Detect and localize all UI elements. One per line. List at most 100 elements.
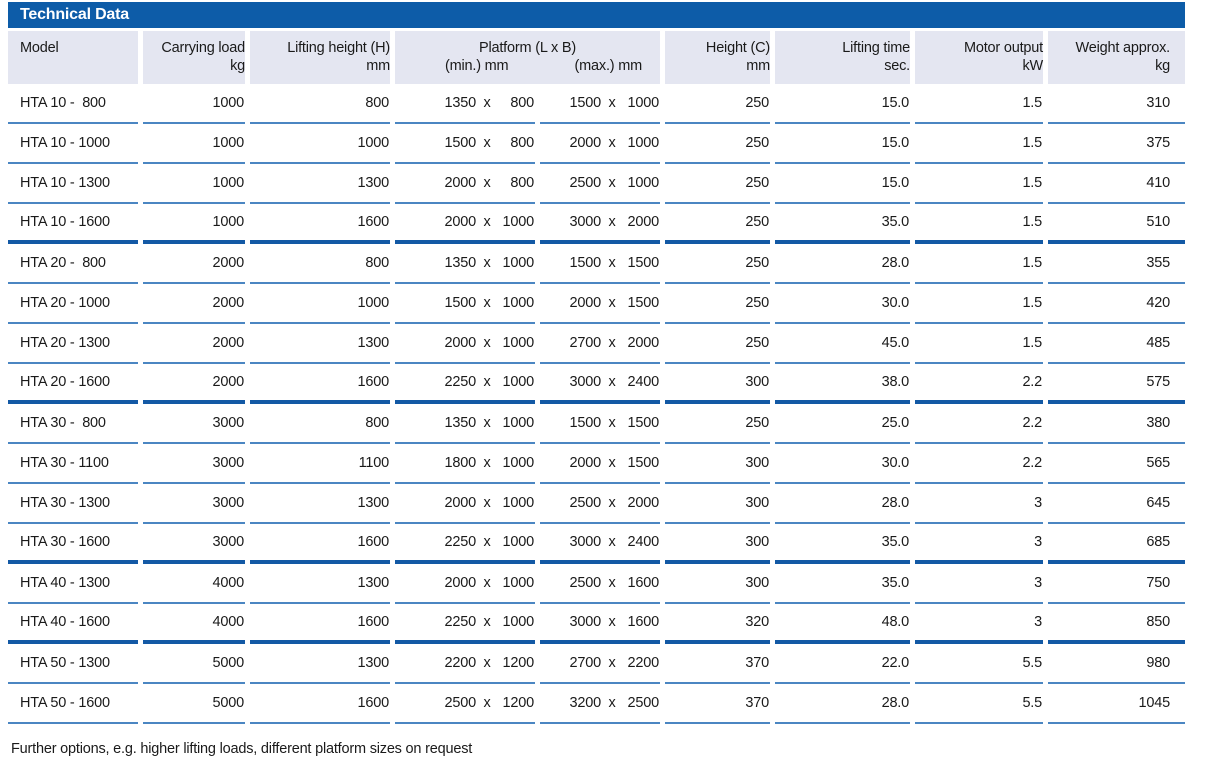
cell-platform-min: 1350 x 1000 [395, 404, 535, 444]
platform-dimension-separator: x [483, 295, 491, 311]
cell-lifting-time: 22.0 [775, 644, 910, 684]
cell-height-c: 250 [665, 284, 770, 324]
col-header-weight-label: Weight approx. [1075, 40, 1171, 56]
col-header-motor-output-unit: kW [1022, 58, 1043, 74]
table-row: HTA 10 - 800 1000 800 1350 x 800 1500 x 1000… [8, 84, 1185, 124]
col-header-carrying-load-label: Carrying load [161, 40, 245, 56]
platform-min-width: 1000 [502, 495, 535, 511]
cell-weight: 850 [1048, 604, 1185, 644]
cell-lifting-time: 30.0 [775, 284, 910, 324]
table-row: HTA 40 - 1600 4000 1600 2250 x 1000 3000 x 1… [8, 604, 1185, 644]
header-row: Model Carrying load kg Lifting height (H… [8, 31, 1185, 84]
cell-lifting-time: 15.0 [775, 164, 910, 204]
platform-min-length: 1800 [444, 455, 477, 471]
cell-platform-max: 1500 x 1500 [540, 244, 660, 284]
platform-min-width: 1000 [502, 374, 535, 390]
platform-max-width: 1500 [627, 295, 660, 311]
platform-dimension-separator: x [483, 374, 491, 390]
cell-lifting-time: 35.0 [775, 564, 910, 604]
platform-dimension-separator: x [483, 455, 491, 471]
platform-max-width: 2000 [627, 495, 660, 511]
cell-platform-max: 2500 x 1600 [540, 564, 660, 604]
cell-motor-output: 2.2 [915, 404, 1043, 444]
cell-weight: 510 [1048, 204, 1185, 244]
platform-max-width: 2400 [627, 534, 660, 550]
platform-max-width: 1600 [627, 614, 660, 630]
cell-lifting-time: 28.0 [775, 484, 910, 524]
cell-motor-output: 2.2 [915, 364, 1043, 404]
platform-max-length: 3200 [569, 695, 602, 711]
cell-platform-max: 3000 x 2000 [540, 204, 660, 244]
cell-height-c: 250 [665, 84, 770, 124]
cell-model: HTA 30 - 800 [8, 404, 138, 444]
platform-dimension-separator: x [608, 575, 616, 591]
platform-min-length: 2250 [444, 614, 477, 630]
table-row: HTA 30 - 800 3000 800 1350 x 1000 1500 x 150… [8, 404, 1185, 444]
platform-dimension-separator: x [483, 575, 491, 591]
col-header-model-label: Model [20, 40, 59, 56]
col-header-lifting-height: Lifting height (H) mm [250, 31, 390, 84]
platform-min-length: 2000 [444, 175, 477, 191]
col-header-lifting-time-unit: sec. [884, 58, 910, 74]
cell-motor-output: 5.5 [915, 644, 1043, 684]
platform-min-width: 800 [510, 175, 534, 191]
platform-max-length: 2700 [569, 655, 602, 671]
cell-platform-min: 2000 x 1000 [395, 204, 535, 244]
col-header-carrying-load: Carrying load kg [143, 31, 245, 84]
platform-dimension-separator: x [483, 655, 491, 671]
cell-model: HTA 10 - 1600 [8, 204, 138, 244]
platform-min-length: 2250 [444, 534, 477, 550]
col-header-platform-label: Platform (L x B) [479, 40, 576, 56]
platform-min-length: 2000 [444, 335, 477, 351]
cell-platform-max: 2000 x 1000 [540, 124, 660, 164]
cell-platform-max: 3000 x 2400 [540, 524, 660, 564]
cell-model: HTA 20 - 1600 [8, 364, 138, 404]
table-row: HTA 50 - 1600 5000 1600 2500 x 1200 3200 x 2… [8, 684, 1185, 724]
col-header-weight: Weight approx. kg [1048, 31, 1185, 84]
cell-platform-min: 2000 x 1000 [395, 484, 535, 524]
col-header-platform-min-unit: (min.) mm [445, 58, 509, 74]
cell-lifting-height: 1600 [250, 684, 390, 724]
platform-dimension-separator: x [608, 655, 616, 671]
cell-lifting-height: 1300 [250, 644, 390, 684]
col-header-weight-unit: kg [1155, 58, 1170, 74]
platform-dimension-separator: x [483, 415, 491, 431]
platform-min-width: 1000 [502, 455, 535, 471]
platform-max-width: 1500 [627, 415, 660, 431]
cell-lifting-time: 35.0 [775, 204, 910, 244]
platform-dimension-separator: x [608, 695, 616, 711]
col-header-motor-output-label: Motor output [963, 40, 1043, 56]
platform-min-width: 1000 [502, 335, 535, 351]
cell-motor-output: 5.5 [915, 684, 1043, 724]
cell-lifting-time: 15.0 [775, 84, 910, 124]
cell-model: HTA 40 - 1300 [8, 564, 138, 604]
table-row: HTA 20 - 800 2000 800 1350 x 1000 1500 x 150… [8, 244, 1185, 284]
cell-lifting-time: 28.0 [775, 244, 910, 284]
platform-min-length: 1350 [444, 255, 477, 271]
col-header-height-c-label: Height (C) [705, 40, 770, 56]
cell-model: HTA 40 - 1600 [8, 604, 138, 644]
cell-motor-output: 1.5 [915, 124, 1043, 164]
platform-dimension-separator: x [483, 255, 491, 271]
table-row: HTA 50 - 1300 5000 1300 2200 x 1200 2700 x 2… [8, 644, 1185, 684]
cell-lifting-time: 15.0 [775, 124, 910, 164]
platform-max-width: 1000 [627, 175, 660, 191]
cell-platform-min: 1800 x 1000 [395, 444, 535, 484]
cell-carrying-load: 3000 [143, 484, 245, 524]
cell-carrying-load: 2000 [143, 244, 245, 284]
cell-lifting-height: 800 [250, 244, 390, 284]
platform-dimension-separator: x [608, 175, 616, 191]
cell-carrying-load: 2000 [143, 284, 245, 324]
platform-min-length: 1500 [444, 295, 477, 311]
platform-max-width: 1500 [627, 255, 660, 271]
platform-dimension-separator: x [608, 255, 616, 271]
cell-model: HTA 10 - 1000 [8, 124, 138, 164]
cell-weight: 375 [1048, 124, 1185, 164]
cell-carrying-load: 5000 [143, 684, 245, 724]
cell-lifting-height: 1600 [250, 604, 390, 644]
cell-height-c: 370 [665, 684, 770, 724]
platform-max-length: 2500 [569, 495, 602, 511]
cell-lifting-time: 45.0 [775, 324, 910, 364]
cell-height-c: 250 [665, 124, 770, 164]
cell-lifting-height: 1300 [250, 164, 390, 204]
